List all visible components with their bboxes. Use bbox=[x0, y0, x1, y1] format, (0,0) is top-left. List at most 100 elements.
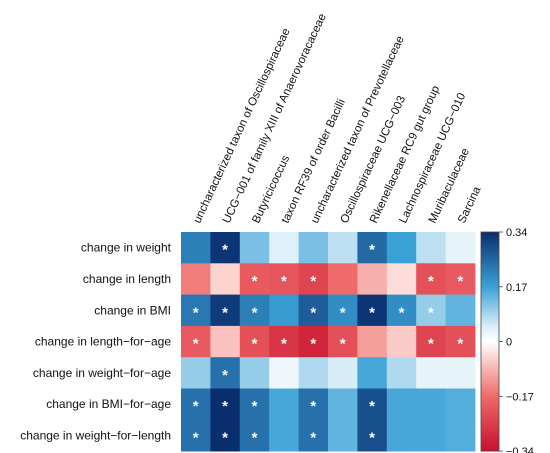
heatmap-cell-r6-c0 bbox=[181, 419, 211, 452]
heatmap-cell-r5-c5 bbox=[328, 388, 358, 421]
heatmap-cell-r1-c2 bbox=[239, 263, 270, 295]
heatmap-cell-r6-c2 bbox=[239, 419, 270, 452]
heatmap-cell-r1-c1 bbox=[210, 263, 241, 295]
significance-star-r1-c9: * bbox=[457, 273, 463, 290]
significance-star-r1-c8: * bbox=[428, 273, 434, 290]
heatmap-cell-r5-c3 bbox=[269, 388, 299, 421]
heatmap-cell-r2-c0 bbox=[181, 294, 211, 327]
row-label-3: change in length−for−age bbox=[35, 335, 171, 349]
colorbar-tick-label-1: 0.17 bbox=[506, 282, 527, 294]
colorbar: 0.34 0.17 0 −0.17 −0.34 bbox=[480, 227, 534, 453]
significance-star-r1-c3: * bbox=[281, 273, 287, 290]
significance-star-r3-c5: * bbox=[340, 336, 346, 353]
heatmap-cell-r4-c6 bbox=[357, 357, 388, 389]
significance-star-r2-c2: * bbox=[252, 304, 258, 321]
significance-markers: * * * * * * * * * * * * * * * * * * * * * * * * * * * * * * * * * bbox=[193, 242, 464, 447]
heatmap-cell-r1-c9 bbox=[445, 263, 476, 295]
significance-star-r1-c2: * bbox=[252, 273, 258, 290]
heatmap-cell-r2-c2 bbox=[239, 294, 270, 327]
heatmap-cell-r3-c2 bbox=[239, 325, 270, 358]
heatmap-cell-r5-c0 bbox=[181, 388, 211, 421]
heatmap-cell-r5-c2 bbox=[239, 388, 270, 421]
heatmap-cell-r5-c1 bbox=[210, 388, 241, 421]
row-label-5: change in BMI−for−age bbox=[46, 397, 171, 411]
heatmap-cell-r0-c5 bbox=[328, 232, 358, 264]
significance-star-r2-c6: * bbox=[369, 304, 375, 321]
heatmap-cell-r4-c5 bbox=[328, 357, 358, 389]
heatmap-cell-r4-c1 bbox=[210, 357, 241, 389]
significance-star-r0-c1: * bbox=[222, 242, 228, 259]
heatmap-cell-r3-c7 bbox=[386, 325, 417, 358]
heatmap-cell-r5-c8 bbox=[416, 388, 446, 421]
heatmap-cell-r4-c4 bbox=[298, 357, 329, 389]
heatmap-cell-r5-c7 bbox=[386, 388, 417, 421]
heatmap-cell-r2-c5 bbox=[328, 294, 358, 327]
heatmap-cell-r0-c7 bbox=[386, 232, 417, 264]
heatmap-cell-r4-c3 bbox=[269, 357, 299, 389]
heatmap-cell-r3-c0 bbox=[181, 325, 211, 358]
heatmap-cell-r0-c3 bbox=[269, 232, 299, 264]
heatmap-cell-r2-c6 bbox=[357, 294, 388, 327]
row-label-1: change in length bbox=[83, 272, 171, 286]
significance-star-r4-c1: * bbox=[222, 367, 228, 384]
heatmap-cell-r0-c6 bbox=[357, 232, 388, 264]
heatmap-cell-r1-c6 bbox=[357, 263, 388, 295]
row-label-6: change in weight−for−length bbox=[20, 428, 171, 442]
heatmap-cell-r0-c2 bbox=[239, 232, 270, 264]
heatmap-cell-r3-c4 bbox=[298, 325, 329, 358]
significance-star-r1-c4: * bbox=[310, 273, 316, 290]
significance-star-r5-c1: * bbox=[222, 398, 228, 415]
column-labels: uncharacterized taxon of Oscillospiracea… bbox=[192, 12, 484, 225]
colorbar-tick-label-0: 0.34 bbox=[506, 227, 527, 239]
significance-star-r2-c0: * bbox=[193, 304, 199, 321]
heatmap-cell-r3-c5 bbox=[328, 325, 358, 358]
significance-star-r6-c0: * bbox=[193, 429, 199, 446]
heatmap-cell-r3-c1 bbox=[210, 325, 241, 358]
heatmap-cell-r5-c4 bbox=[298, 388, 329, 421]
significance-star-r5-c0: * bbox=[193, 398, 199, 415]
significance-star-r3-c8: * bbox=[428, 336, 434, 353]
heatmap-cell-r1-c0 bbox=[181, 263, 211, 295]
significance-star-r5-c2: * bbox=[252, 398, 258, 415]
heatmap-cell-r0-c9 bbox=[445, 232, 476, 264]
colorbar-tick-label-3: −0.17 bbox=[506, 391, 534, 403]
heatmap-cell-r1-c7 bbox=[386, 263, 417, 295]
heatmap-cell-r2-c7 bbox=[386, 294, 417, 327]
row-label-4: change in weight−for−age bbox=[33, 366, 171, 380]
heatmap-cell-r6-c1 bbox=[210, 419, 241, 452]
heatmap-cell-r3-c9 bbox=[445, 325, 476, 358]
colorbar-tick-label-2: 0 bbox=[506, 337, 512, 349]
heatmap-cell-r2-c9 bbox=[445, 294, 476, 327]
significance-star-r6-c1: * bbox=[222, 429, 228, 446]
significance-star-r3-c0: * bbox=[193, 336, 199, 353]
significance-star-r2-c8: * bbox=[428, 304, 434, 321]
heatmap-cell-r4-c2 bbox=[239, 357, 270, 389]
heatmap-cell-r2-c4 bbox=[298, 294, 329, 327]
heatmap-cell-r1-c4 bbox=[298, 263, 329, 295]
heatmap-cell-r0-c4 bbox=[298, 232, 329, 264]
significance-star-r0-c6: * bbox=[369, 242, 375, 259]
row-label-0: change in weight bbox=[81, 241, 172, 255]
row-label-2: change in BMI bbox=[94, 303, 171, 317]
heatmap-cells bbox=[181, 232, 476, 452]
colorbar-gradient bbox=[480, 231, 500, 452]
significance-star-r2-c1: * bbox=[222, 304, 228, 321]
heatmap-cell-r4-c0 bbox=[181, 357, 211, 389]
heatmap-cell-r6-c3 bbox=[269, 419, 299, 452]
heatmap-cell-r2-c8 bbox=[416, 294, 446, 327]
column-label-9: Sarcina bbox=[456, 184, 484, 225]
heatmap-cell-r4-c9 bbox=[445, 357, 476, 389]
significance-star-r3-c4: * bbox=[310, 336, 316, 353]
significance-star-r2-c7: * bbox=[399, 304, 405, 321]
heatmap-cell-r6-c6 bbox=[357, 419, 388, 452]
significance-star-r3-c9: * bbox=[457, 336, 463, 353]
heatmap-cell-r5-c9 bbox=[445, 388, 476, 421]
heatmap-cell-r0-c0 bbox=[181, 232, 211, 264]
significance-star-r5-c4: * bbox=[310, 398, 316, 415]
heatmap-cell-r6-c8 bbox=[416, 419, 446, 452]
heatmap-cell-r3-c3 bbox=[269, 325, 299, 358]
heatmap-cell-r1-c5 bbox=[328, 263, 358, 295]
row-labels: change in weight change in length change i… bbox=[20, 241, 171, 443]
significance-star-r6-c6: * bbox=[369, 429, 375, 446]
